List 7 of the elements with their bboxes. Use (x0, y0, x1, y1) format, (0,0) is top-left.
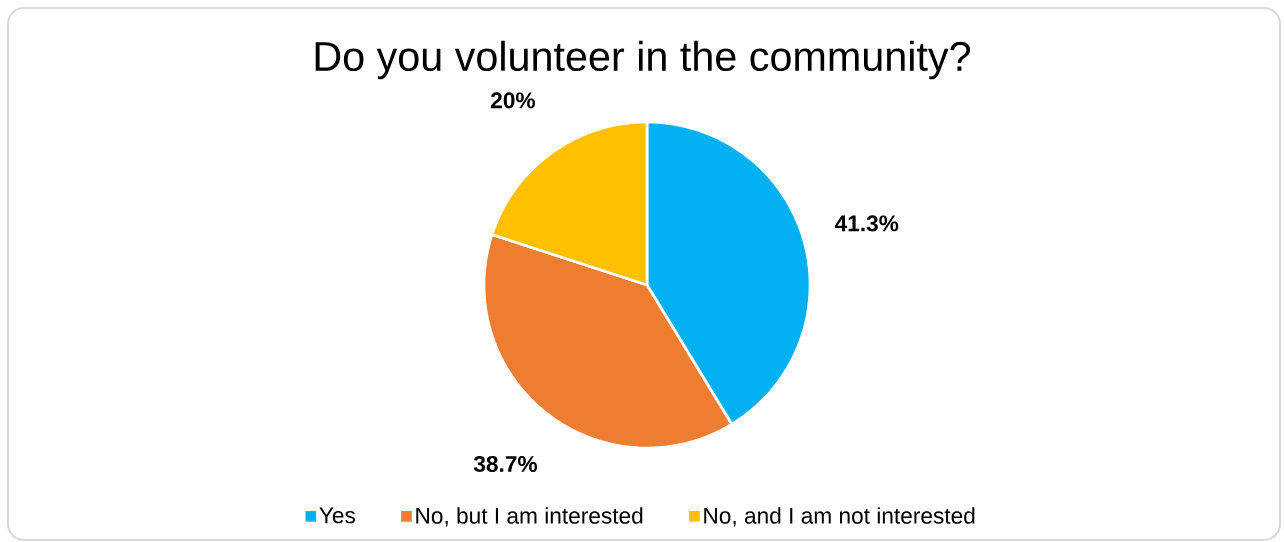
chart-title: Do you volunteer in the community? (315, 40, 971, 80)
legend-label: Yes (319, 507, 356, 524)
data-label: 41.3% (834, 215, 899, 232)
legend-label: No, but I am interested (416, 507, 643, 527)
legend-label: No, and I am not interested (704, 507, 975, 527)
data-label: 38.7% (473, 455, 537, 473)
data-label: 20% (491, 92, 535, 109)
